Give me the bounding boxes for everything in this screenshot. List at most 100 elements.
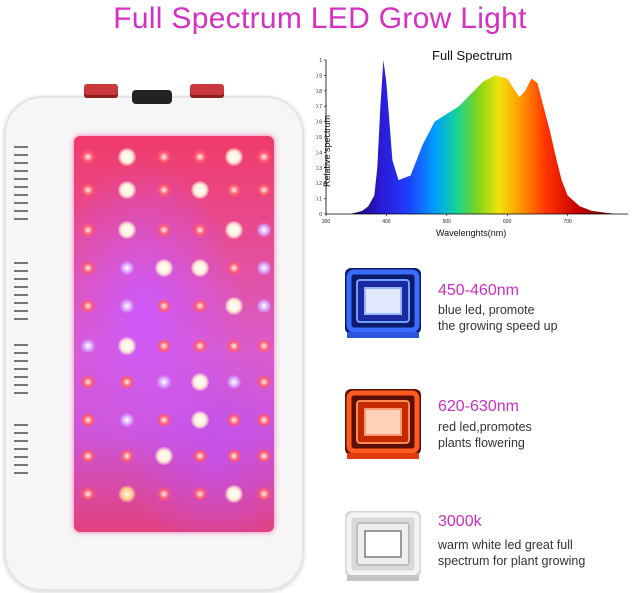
led-diode [227, 261, 241, 275]
led-diode [193, 487, 207, 501]
led-diode [193, 449, 207, 463]
led-diode [81, 413, 95, 427]
vent-slot [14, 440, 28, 442]
led-diode [120, 449, 134, 463]
y-tick-label: 0.9 [316, 73, 322, 79]
feature-white-line2: spectrum for plant growing [438, 554, 586, 568]
led-diode [118, 181, 136, 199]
led-diode [225, 148, 243, 166]
led-diode [257, 299, 271, 313]
vent-slot [14, 456, 28, 458]
led-diode [191, 259, 209, 277]
led-diode [157, 375, 171, 389]
led-diode [257, 413, 271, 427]
led-diode [193, 150, 207, 164]
vent-slot [14, 286, 28, 288]
page-title: Full Spectrum LED Grow Light [113, 2, 527, 35]
x-tick-label: 300 [322, 219, 331, 225]
vent-slot [14, 392, 28, 394]
led-diode [227, 339, 241, 353]
led-diode [120, 261, 134, 275]
led-diode [81, 339, 95, 353]
led-diode [157, 223, 171, 237]
white-led-chip-icon [343, 505, 423, 585]
y-tick-label: 0.2 [316, 181, 322, 187]
led-diode [81, 150, 95, 164]
led-diode [120, 299, 134, 313]
vent-slot [14, 270, 28, 272]
vent-slot [14, 368, 28, 370]
vent-slot [14, 376, 28, 378]
led-diode [225, 485, 243, 503]
led-diode [257, 261, 271, 275]
led-emitter-board [74, 136, 274, 532]
vent-slot [14, 146, 28, 148]
vent-slot [14, 170, 28, 172]
vent-slot [14, 154, 28, 156]
chart-title: Full Spectrum [432, 48, 513, 63]
led-diode [81, 261, 95, 275]
led-diode [227, 183, 241, 197]
daisy-chain-socket [132, 90, 172, 104]
x-tick-label: 600 [503, 219, 512, 225]
spectrum-chart: 0 0.1 0.2 0.3 0.4 0.5 0.6 0.7 0.8 0.9 1 300 400 500 60… [316, 58, 628, 225]
power-switch-bloom [190, 84, 224, 98]
x-tick-label: 400 [382, 219, 391, 225]
vent-slot [14, 186, 28, 188]
vent-slot [14, 278, 28, 280]
vent-slot [14, 210, 28, 212]
y-tick-label: 0 [319, 212, 322, 218]
x-tick-label: 700 [563, 219, 572, 225]
led-diode [118, 485, 136, 503]
y-tick-label: 0.3 [316, 166, 322, 172]
vent-slot [14, 262, 28, 264]
vent-slot [14, 178, 28, 180]
x-tick-label: 500 [443, 219, 452, 225]
led-diode [118, 221, 136, 239]
y-tick-label: 0.4 [316, 150, 322, 156]
feature-red-line1: red led,promotes [438, 420, 532, 434]
led-diode [157, 487, 171, 501]
vent-slot [14, 310, 28, 312]
vent-slot [14, 162, 28, 164]
led-diode [257, 487, 271, 501]
led-diode [193, 299, 207, 313]
feature-blue-heading: 450-460nm [438, 282, 519, 299]
vent-slot [14, 360, 28, 362]
vent-slot [14, 384, 28, 386]
led-diode [155, 259, 173, 277]
led-diode [191, 181, 209, 199]
y-tick-label: 0.6 [316, 120, 322, 126]
spectrum-area [350, 60, 616, 214]
y-tick-label: 0.1 [316, 197, 322, 203]
led-diode [81, 487, 95, 501]
power-switch-veg [84, 84, 118, 98]
led-diode [227, 375, 241, 389]
led-diode [257, 183, 271, 197]
led-diode [191, 373, 209, 391]
vent-slot [14, 318, 28, 320]
led-diode [257, 150, 271, 164]
led-diode [118, 337, 136, 355]
led-diode [157, 413, 171, 427]
led-diode [193, 223, 207, 237]
led-diode [225, 221, 243, 239]
led-diode [157, 183, 171, 197]
led-diode [120, 375, 134, 389]
vent-slot [14, 344, 28, 346]
led-diode [191, 411, 209, 429]
y-tick-label: 0.5 [316, 135, 322, 141]
vent-slot [14, 294, 28, 296]
vent-slot [14, 448, 28, 450]
led-diode [225, 297, 243, 315]
feature-blue-line1: blue led, promote [438, 303, 535, 317]
led-diode [155, 447, 173, 465]
led-diode [118, 148, 136, 166]
vent-slot [14, 352, 28, 354]
vent-slot [14, 432, 28, 434]
led-diode [257, 339, 271, 353]
vent-slot [14, 424, 28, 426]
led-diode [157, 299, 171, 313]
led-diode [257, 223, 271, 237]
led-diode [257, 449, 271, 463]
